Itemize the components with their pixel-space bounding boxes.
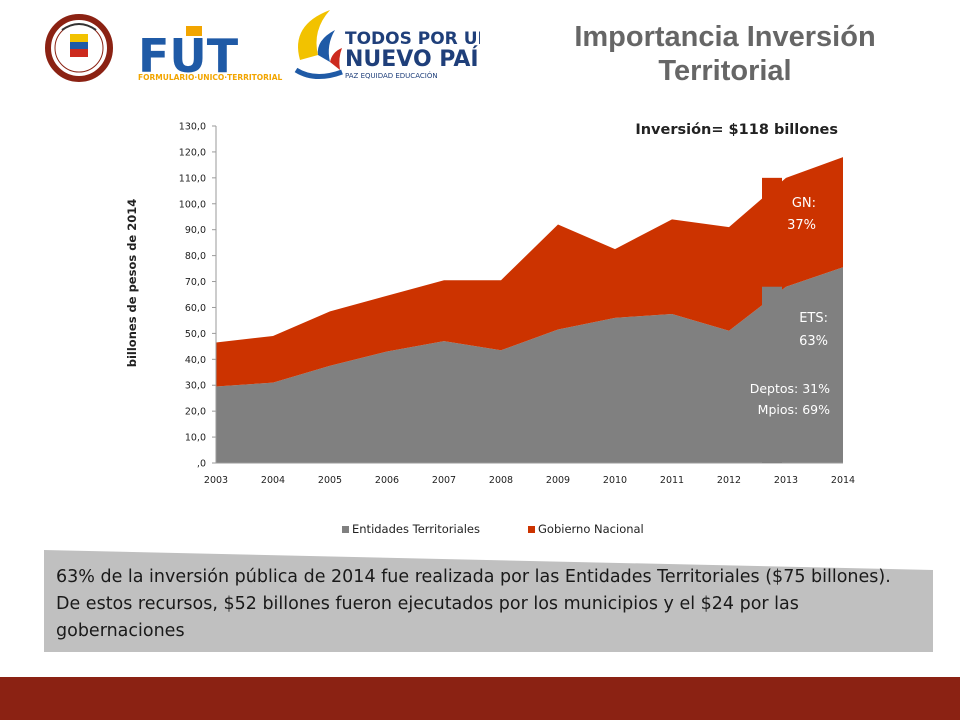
slogan-line-1: TODOS POR UN: [345, 29, 480, 49]
y-tick-label: 40,0: [185, 355, 206, 366]
x-tick-label: 2006: [375, 475, 399, 486]
fut-logo-text: FUT: [138, 29, 239, 83]
fut-logo-subtitle: FORMULARIO·UNICO·TERRITORIAL: [138, 73, 283, 82]
y-tick-label: 110,0: [179, 173, 206, 184]
footer-background: [44, 550, 933, 652]
x-tick-label: 2004: [261, 475, 285, 486]
ets-label-background: [762, 286, 782, 463]
y-tick-label: 10,0: [185, 433, 206, 444]
area-series-entidades-territoriales: [216, 267, 843, 463]
y-tick-label: 120,0: [179, 147, 206, 158]
y-tick-label: ,0: [197, 459, 206, 470]
nuevo-pais-logo: TODOS POR UN NUEVO PAÍS PAZ EQUIDAD EDUC…: [294, 10, 480, 80]
y-tick-label: 60,0: [185, 303, 206, 314]
y-tick-label: 100,0: [179, 199, 206, 210]
x-tick-label: 2014: [831, 475, 855, 486]
legend-swatch: [528, 526, 535, 533]
y-axis-label: billones de pesos de 2014: [125, 199, 139, 368]
y-tick-label: 70,0: [185, 277, 206, 288]
legend-label: Gobierno Nacional: [538, 522, 644, 536]
y-tick-label: 20,0: [185, 407, 206, 418]
footer-text: 63% de la inversión pública de 2014 fue …: [56, 567, 891, 641]
y-tick-label: 90,0: [185, 225, 206, 236]
x-tick-label: 2012: [717, 475, 741, 486]
page-title: Importancia Inversión Territorial: [574, 21, 876, 87]
total-investment-annotation: Inversión= $118 billones: [635, 122, 838, 138]
area-series-gobierno-nacional: [216, 157, 843, 387]
x-tick-label: 2010: [603, 475, 627, 486]
legend-swatch: [342, 526, 349, 533]
ets-share-annotation: 63%: [799, 334, 828, 349]
stacked-area-chart: ,0 10,0 20,0 30,0 40,0 50,0 60,0 70,0 80,0 90,0 10…: [125, 122, 855, 537]
department-municipality-split-annotation: Deptos: 31%: [750, 381, 830, 396]
x-tick-label: 2011: [660, 475, 684, 486]
y-tick-label: 80,0: [185, 251, 206, 262]
x-tick-label: 2003: [204, 475, 228, 486]
slogan-subtitle: PAZ EQUIDAD EDUCACIÓN: [345, 71, 438, 80]
colombia-seal-logo: [45, 14, 113, 82]
logos-group: FUT FORMULARIO·UNICO·TERRITORIAL TODOS P…: [45, 10, 480, 83]
gn-share-annotation: 37%: [787, 218, 816, 233]
slogan-line-2: NUEVO PAÍS: [345, 46, 480, 72]
department-municipality-split-annotation: Mpios: 69%: [758, 402, 830, 417]
gn-share-annotation: GN:: [792, 196, 816, 211]
x-tick-label: 2009: [546, 475, 570, 486]
y-tick-label: 50,0: [185, 329, 206, 340]
ets-share-annotation: ETS:: [799, 311, 828, 326]
bottom-bar: [0, 677, 960, 720]
legend-label: Entidades Territoriales: [352, 522, 480, 536]
x-tick-label: 2013: [774, 475, 798, 486]
x-tick-label: 2007: [432, 475, 456, 486]
fut-logo: FUT FORMULARIO·UNICO·TERRITORIAL: [138, 26, 283, 83]
gn-label-background: [762, 177, 782, 287]
y-tick-label: 130,0: [179, 122, 206, 133]
y-tick-label: 30,0: [185, 381, 206, 392]
x-tick-label: 2005: [318, 475, 342, 486]
x-tick-label: 2008: [489, 475, 513, 486]
